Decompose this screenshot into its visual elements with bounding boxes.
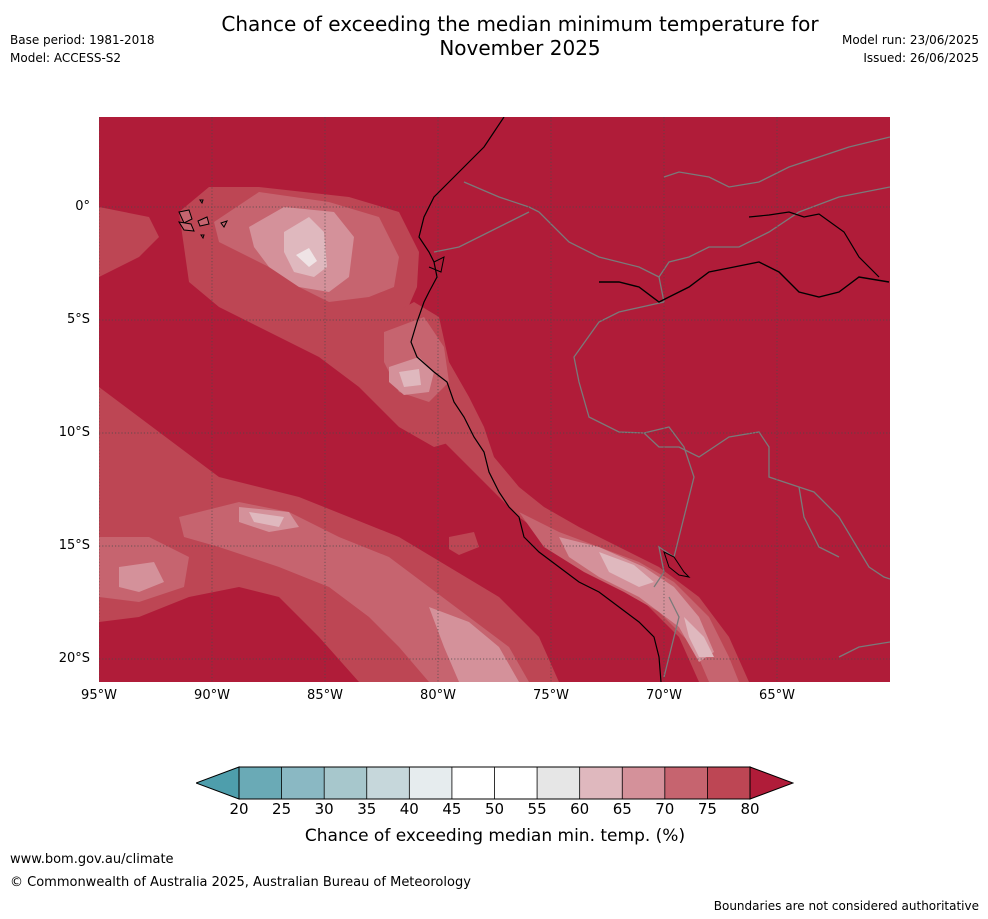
lon-label-70w: 70°W [646, 688, 682, 703]
contour-west-band-75-small [449, 532, 479, 555]
coastline-gulf-guayaquil [428, 256, 445, 273]
country-borders [433, 136, 890, 678]
colorbar-cell [536, 766, 581, 800]
border-peru-bolivia [643, 426, 695, 588]
border-colombia-north [463, 181, 540, 213]
border-colombia-ecuador [433, 211, 530, 253]
colorbar-cell [579, 766, 624, 800]
colorbar-cell [621, 766, 666, 800]
cb-tick-55: 55 [527, 800, 547, 818]
cb-tick-65: 65 [612, 800, 632, 818]
base-period-text: Base period: 1981-2018 [10, 33, 155, 47]
model-text: Model: ACCESS-S2 [10, 51, 122, 65]
colorbar-cell [494, 766, 538, 800]
border-brazil-north [658, 186, 890, 278]
meta-left: Base period: 1981-2018 Model: ACCESS-S2 [10, 31, 155, 67]
graticule [99, 117, 890, 682]
title-line-1: Chance of exceeding the median minimum t… [221, 12, 819, 36]
forecast-map [99, 117, 890, 682]
contour-galapagos-peak [296, 248, 317, 267]
coastline-amazon-river [599, 261, 890, 303]
cb-tick-30: 30 [314, 800, 334, 818]
colorbar-cell [451, 766, 496, 800]
galapagos-islands [177, 199, 228, 240]
colorbar-svg [194, 766, 795, 800]
colorbar-under-arrow [194, 766, 240, 800]
contour-galapagos-60 [284, 217, 327, 277]
lon-label-85w: 85°W [307, 688, 343, 703]
lat-label-15s: 15°S [58, 538, 90, 553]
lon-label-80w: 80°W [420, 688, 456, 703]
contour-peru-coast-65 [389, 357, 714, 662]
colorbar [194, 766, 795, 800]
cb-tick-45: 45 [442, 800, 462, 818]
colorbar-cell [707, 766, 751, 800]
border-south-east [838, 641, 890, 658]
border-bolivia-paraguay [798, 486, 840, 558]
colorbar-cell [664, 766, 709, 800]
cb-tick-70: 70 [655, 800, 675, 818]
cb-tick-60: 60 [570, 800, 590, 818]
map-svg [99, 117, 890, 682]
title-line-2: November 2025 [439, 36, 601, 60]
cb-tick-20: 20 [229, 800, 249, 818]
border-peru-brazil [573, 301, 665, 434]
border-chile-bolivia [663, 596, 680, 678]
colorbar-cell [408, 766, 453, 800]
lon-label-95w: 95°W [81, 688, 117, 703]
lat-label-10s: 10°S [58, 425, 90, 440]
lat-label-0: 0° [75, 199, 90, 214]
issued-text: Issued: 26/06/2025 [863, 51, 979, 65]
contour-peru-coast-60 [399, 369, 714, 657]
colorbar-cell [281, 766, 326, 800]
lat-label-5s: 5°S [66, 312, 90, 327]
coastline-pacific [410, 117, 662, 682]
cb-tick-75: 75 [697, 800, 717, 818]
border-colombia-brazil [538, 211, 665, 303]
colorbar-label: Chance of exceeding median min. temp. (%… [304, 826, 686, 846]
cb-tick-80: 80 [740, 800, 760, 818]
lon-label-90w: 90°W [194, 688, 230, 703]
colorbar-cells [238, 766, 751, 800]
contour-west-band-70 [99, 502, 529, 682]
lat-label-20s: 20°S [58, 651, 90, 666]
cb-tick-35: 35 [357, 800, 377, 818]
contour-west-band-65 [119, 507, 519, 682]
disclaimer-text: Boundaries are not considered authoritat… [713, 899, 979, 913]
colorbar-cell [238, 766, 283, 800]
lon-label-65w: 65°W [759, 688, 795, 703]
colorbar-over-arrow [749, 766, 795, 800]
chart-title: Chance of exceeding the median minimum t… [150, 12, 890, 60]
border-brazil-venezuela [663, 136, 890, 188]
copyright-text: © Commonwealth of Australia 2025, Austra… [10, 875, 471, 890]
contour-west-band-60 [249, 512, 284, 527]
colorbar-cell [366, 766, 411, 800]
coastline-lake-titicaca [663, 551, 691, 578]
border-bolivia-brazil [643, 431, 890, 580]
cb-tick-40: 40 [399, 800, 419, 818]
cb-tick-25: 25 [272, 800, 292, 818]
lon-label-75w: 75°W [533, 688, 569, 703]
cb-tick-50: 50 [484, 800, 505, 818]
model-run-text: Model run: 23/06/2025 [841, 33, 979, 47]
coastline-negro-river [748, 211, 880, 278]
colorbar-cell [323, 766, 368, 800]
meta-right: Model run: 23/06/2025 Issued: 26/06/2025 [842, 31, 979, 67]
website-url: www.bom.gov.au/climate [10, 852, 174, 867]
